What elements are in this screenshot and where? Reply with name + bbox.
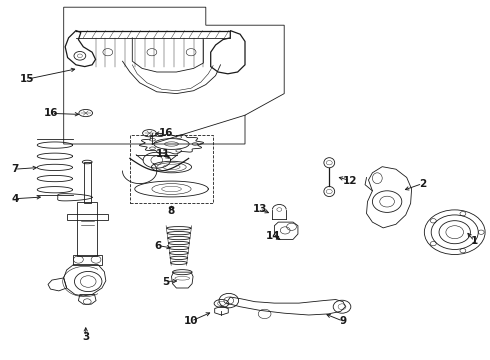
Bar — [84, 162, 91, 203]
Text: 15: 15 — [20, 74, 34, 84]
Bar — [77, 202, 97, 256]
Text: 9: 9 — [340, 316, 346, 326]
Text: 8: 8 — [168, 206, 175, 216]
Text: 3: 3 — [82, 332, 89, 342]
Text: 6: 6 — [154, 240, 161, 251]
Text: 2: 2 — [419, 179, 426, 189]
Text: 7: 7 — [11, 164, 19, 174]
Text: 5: 5 — [162, 276, 169, 287]
Text: 10: 10 — [184, 316, 198, 326]
Text: 12: 12 — [343, 176, 358, 186]
Text: 14: 14 — [266, 231, 281, 241]
Text: 4: 4 — [11, 194, 19, 204]
Text: 13: 13 — [252, 204, 267, 214]
Bar — [67, 214, 108, 220]
Text: 16: 16 — [158, 128, 173, 138]
Text: 1: 1 — [471, 236, 478, 246]
Text: 16: 16 — [44, 108, 59, 118]
Bar — [130, 135, 213, 203]
Bar — [73, 255, 102, 265]
Text: 11: 11 — [155, 149, 170, 159]
